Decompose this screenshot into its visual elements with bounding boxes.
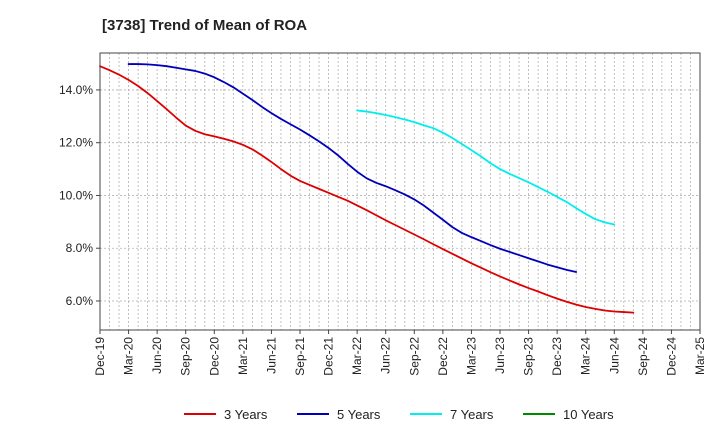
y-tick-label: 8.0% — [66, 241, 94, 255]
x-tick-label: Sep-23 — [522, 337, 536, 376]
x-tick-label: Jun-21 — [264, 337, 278, 374]
x-tick-label: Mar-21 — [236, 337, 250, 375]
grid-lines — [100, 53, 700, 330]
x-axis: Dec-19 Mar-20 Jun-20 Sep-20 Dec-20 Mar-21 Jun-… — [93, 330, 707, 376]
legend-label-7-years: 7 Years — [450, 407, 494, 422]
series-line-7-years — [356, 109, 616, 226]
x-tick-label: Mar-24 — [579, 337, 593, 375]
x-tick-label: Jun-22 — [379, 337, 393, 374]
x-tick-label: Sep-21 — [293, 337, 307, 376]
legend-label-5-years: 5 Years — [337, 407, 381, 422]
x-tick-label: Jun-23 — [493, 337, 507, 374]
x-tick-label: Sep-22 — [407, 337, 421, 376]
x-tick-label: Jun-20 — [150, 337, 164, 374]
x-tick-label: Dec-20 — [207, 337, 221, 376]
y-tick-label: 6.0% — [66, 294, 94, 308]
legend: 3 Years 5 Years 7 Years 10 Years — [184, 407, 614, 422]
x-tick-label: Mar-25 — [693, 337, 707, 375]
plot-frame — [99, 52, 701, 331]
x-tick-label: Dec-22 — [436, 337, 450, 376]
x-tick-label: Mar-22 — [350, 337, 364, 375]
y-tick-label: 10.0% — [59, 188, 93, 202]
series-line-5-years — [127, 63, 578, 273]
x-tick-label: Sep-20 — [179, 337, 193, 376]
y-axis: 6.0% 8.0% 10.0% 12.0% 14.0% — [59, 83, 100, 308]
x-tick-label: Jun-24 — [607, 337, 621, 374]
x-tick-label: Sep-24 — [636, 337, 650, 376]
x-tick-label: Dec-23 — [550, 337, 564, 376]
x-tick-label: Dec-24 — [664, 337, 678, 376]
x-tick-label: Dec-19 — [93, 337, 107, 376]
x-tick-label: Dec-21 — [322, 337, 336, 376]
series-line-3-years — [99, 65, 635, 314]
legend-label-3-years: 3 Years — [224, 407, 268, 422]
chart-title: [3738] Trend of Mean of ROA — [102, 17, 307, 34]
y-tick-label: 12.0% — [59, 136, 93, 150]
legend-label-10-years: 10 Years — [563, 407, 614, 422]
series-lines — [99, 63, 635, 314]
x-tick-label: Mar-23 — [464, 337, 478, 375]
x-tick-label: Mar-20 — [122, 337, 136, 375]
y-tick-label: 14.0% — [59, 83, 93, 97]
